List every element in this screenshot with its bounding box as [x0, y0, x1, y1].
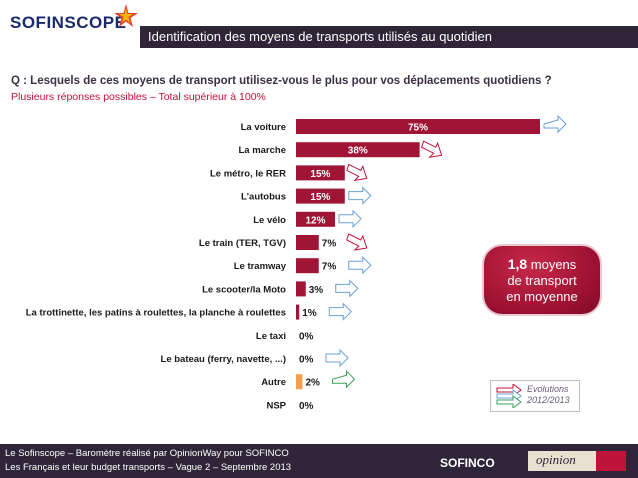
category-label: Le bateau (ferry, navette, ...) — [161, 354, 286, 365]
category-label: Le vélo — [253, 215, 286, 226]
value-label: 38% — [348, 146, 368, 157]
evolution-legend: Evolutions 2012/2013 — [490, 380, 580, 412]
bar — [296, 119, 540, 134]
legend-title: Evolutions — [527, 384, 569, 394]
bar — [296, 188, 345, 204]
header: SOFINSCOPE Identification des moyens de … — [0, 0, 638, 52]
category-label: Le scooter/la Moto — [202, 284, 286, 295]
opinionway-logo: opinion — [528, 449, 628, 473]
bar — [296, 258, 319, 274]
bar — [296, 165, 345, 181]
evolution-arrow — [421, 140, 443, 158]
value-label: 7% — [322, 262, 337, 273]
footer: Le Sofinscope – Baromètre réalisé par Op… — [0, 444, 638, 478]
value-label: 1% — [302, 308, 317, 319]
category-label: La trottinette, les patins à roulettes, … — [26, 308, 286, 319]
evolution-arrow — [335, 279, 359, 298]
value-label: 0% — [299, 331, 314, 342]
category-label: Le train (TER, TGV) — [199, 238, 286, 249]
evolution-arrow — [325, 348, 349, 368]
evolution-arrow — [338, 209, 362, 229]
value-label: 15% — [310, 192, 330, 203]
bar — [296, 304, 300, 320]
evolution-arrow — [346, 233, 368, 251]
evolution-arrow — [332, 369, 356, 389]
title-bar: Identification des moyens de transports … — [140, 26, 638, 48]
bubble-line-2: de transport — [507, 273, 577, 288]
bar — [296, 211, 336, 227]
value-label: 12% — [306, 215, 326, 226]
value-label: 15% — [310, 169, 330, 180]
value-label: 2% — [306, 378, 321, 389]
page-title: Identification des moyens de transports … — [148, 29, 492, 44]
legend-period: 2012/2013 — [527, 395, 570, 405]
category-label: Autre — [261, 377, 286, 388]
bar-chart: La voiture 75% La marche 38% Le métro, le RE… — [26, 114, 567, 412]
value-label: 7% — [322, 239, 337, 250]
value-label: 75% — [408, 123, 428, 134]
average-value: 1,8 — [507, 256, 528, 272]
bar — [296, 235, 319, 250]
bubble-line-3: en moyenne — [506, 289, 578, 304]
evolution-arrow — [348, 255, 372, 275]
question-text: Q : Lesquels de ces moyens de transport … — [11, 75, 552, 87]
evolution-arrow — [543, 114, 567, 134]
bar — [296, 374, 303, 390]
evolution-arrow — [348, 186, 372, 205]
footer-line-2: Les Français et leur budget transports –… — [5, 462, 292, 473]
value-label: 3% — [309, 285, 324, 296]
category-label: Le taxi — [256, 331, 286, 342]
average-bubble: 1,8 moyens de transport en moyenne — [484, 246, 600, 314]
bar — [296, 142, 420, 158]
star-icon — [114, 4, 138, 27]
category-label: La marche — [238, 145, 286, 156]
value-label: 0% — [299, 401, 314, 412]
bar — [296, 281, 306, 297]
sofinscope-logo: SOFINSCOPE — [10, 13, 127, 32]
question-note: Plusieurs réponses possibles – Total sup… — [11, 91, 266, 103]
category-label: L'autobus — [241, 192, 286, 203]
category-label: La voiture — [241, 122, 286, 133]
value-label: 0% — [299, 355, 314, 366]
category-label: NSP — [266, 400, 286, 411]
sofinco-logo: SOFINCO — [440, 456, 495, 470]
evolution-arrows-icon — [496, 384, 522, 408]
evolution-arrow — [346, 163, 368, 182]
category-label: Le tramway — [234, 261, 287, 272]
category-label: Le métro, le RER — [210, 168, 286, 179]
evolution-arrow — [328, 302, 352, 321]
average-unit: moyens — [527, 257, 577, 272]
footer-line-1: Le Sofinscope – Baromètre réalisé par Op… — [5, 448, 289, 459]
